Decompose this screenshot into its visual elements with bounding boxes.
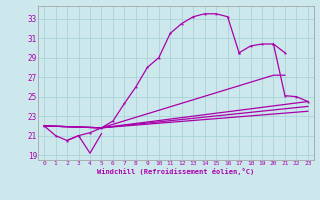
X-axis label: Windchill (Refroidissement éolien,°C): Windchill (Refroidissement éolien,°C) <box>97 168 255 175</box>
